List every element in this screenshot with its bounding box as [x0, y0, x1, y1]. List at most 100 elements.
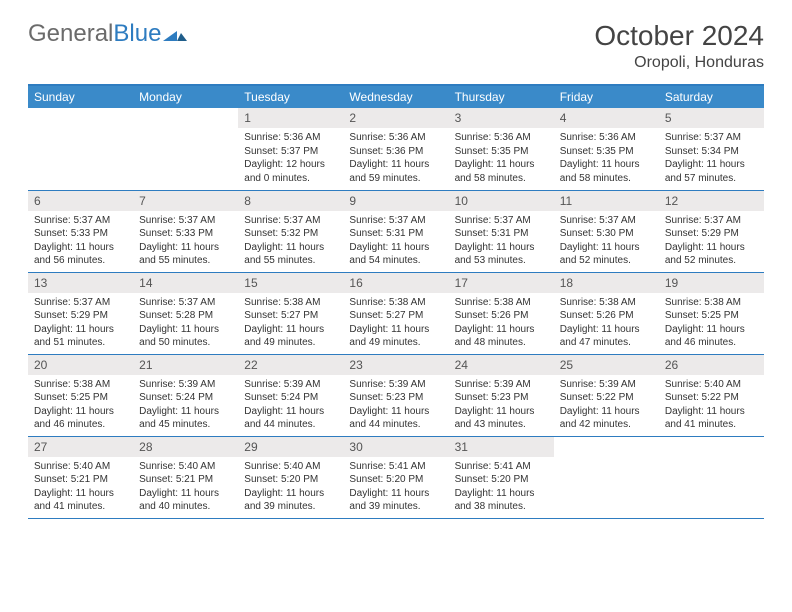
- calendar-cell: 15Sunrise: 5:38 AMSunset: 5:27 PMDayligh…: [238, 272, 343, 354]
- day-details: Sunrise: 5:37 AMSunset: 5:34 PMDaylight:…: [659, 128, 764, 189]
- calendar-cell: 6Sunrise: 5:37 AMSunset: 5:33 PMDaylight…: [28, 190, 133, 272]
- calendar-cell: 2Sunrise: 5:36 AMSunset: 5:36 PMDaylight…: [343, 108, 448, 190]
- day-number: 24: [449, 355, 554, 375]
- day-number: 19: [659, 273, 764, 293]
- day-details: Sunrise: 5:38 AMSunset: 5:26 PMDaylight:…: [554, 293, 659, 354]
- calendar-cell: 7Sunrise: 5:37 AMSunset: 5:33 PMDaylight…: [133, 190, 238, 272]
- calendar-cell: 20Sunrise: 5:38 AMSunset: 5:25 PMDayligh…: [28, 354, 133, 436]
- day-details: Sunrise: 5:36 AMSunset: 5:35 PMDaylight:…: [449, 128, 554, 189]
- calendar-week-row: 13Sunrise: 5:37 AMSunset: 5:29 PMDayligh…: [28, 272, 764, 354]
- calendar-cell: 1Sunrise: 5:36 AMSunset: 5:37 PMDaylight…: [238, 108, 343, 190]
- day-details: Sunrise: 5:37 AMSunset: 5:31 PMDaylight:…: [343, 211, 448, 272]
- day-number: 22: [238, 355, 343, 375]
- calendar-cell: [28, 108, 133, 190]
- calendar-cell: 19Sunrise: 5:38 AMSunset: 5:25 PMDayligh…: [659, 272, 764, 354]
- day-details: Sunrise: 5:36 AMSunset: 5:35 PMDaylight:…: [554, 128, 659, 189]
- day-number: 4: [554, 108, 659, 128]
- day-number: 16: [343, 273, 448, 293]
- calendar-cell: 29Sunrise: 5:40 AMSunset: 5:20 PMDayligh…: [238, 436, 343, 518]
- day-details: Sunrise: 5:39 AMSunset: 5:22 PMDaylight:…: [554, 375, 659, 436]
- day-details: Sunrise: 5:37 AMSunset: 5:28 PMDaylight:…: [133, 293, 238, 354]
- day-details: Sunrise: 5:37 AMSunset: 5:31 PMDaylight:…: [449, 211, 554, 272]
- calendar-cell: 25Sunrise: 5:39 AMSunset: 5:22 PMDayligh…: [554, 354, 659, 436]
- day-number: 6: [28, 191, 133, 211]
- calendar-cell: 9Sunrise: 5:37 AMSunset: 5:31 PMDaylight…: [343, 190, 448, 272]
- day-number: 3: [449, 108, 554, 128]
- day-details: Sunrise: 5:40 AMSunset: 5:22 PMDaylight:…: [659, 375, 764, 436]
- calendar-cell: 4Sunrise: 5:36 AMSunset: 5:35 PMDaylight…: [554, 108, 659, 190]
- day-number: 21: [133, 355, 238, 375]
- day-details: Sunrise: 5:38 AMSunset: 5:25 PMDaylight:…: [28, 375, 133, 436]
- day-details: Sunrise: 5:37 AMSunset: 5:29 PMDaylight:…: [659, 211, 764, 272]
- calendar-week-row: 1Sunrise: 5:36 AMSunset: 5:37 PMDaylight…: [28, 108, 764, 190]
- month-title: October 2024: [594, 20, 764, 52]
- calendar-cell: 3Sunrise: 5:36 AMSunset: 5:35 PMDaylight…: [449, 108, 554, 190]
- calendar-cell: 10Sunrise: 5:37 AMSunset: 5:31 PMDayligh…: [449, 190, 554, 272]
- weekday-header-row: SundayMondayTuesdayWednesdayThursdayFrid…: [28, 85, 764, 108]
- calendar-cell: 26Sunrise: 5:40 AMSunset: 5:22 PMDayligh…: [659, 354, 764, 436]
- day-number: 2: [343, 108, 448, 128]
- calendar-cell: 24Sunrise: 5:39 AMSunset: 5:23 PMDayligh…: [449, 354, 554, 436]
- logo-text-1: General: [28, 20, 113, 48]
- calendar-week-row: 27Sunrise: 5:40 AMSunset: 5:21 PMDayligh…: [28, 436, 764, 518]
- weekday-header: Wednesday: [343, 85, 448, 108]
- day-number: 5: [659, 108, 764, 128]
- calendar-cell: 13Sunrise: 5:37 AMSunset: 5:29 PMDayligh…: [28, 272, 133, 354]
- day-number: 25: [554, 355, 659, 375]
- day-details: Sunrise: 5:38 AMSunset: 5:27 PMDaylight:…: [238, 293, 343, 354]
- day-details: Sunrise: 5:39 AMSunset: 5:24 PMDaylight:…: [133, 375, 238, 436]
- day-details: Sunrise: 5:41 AMSunset: 5:20 PMDaylight:…: [449, 457, 554, 518]
- day-number: 29: [238, 437, 343, 457]
- weekday-header: Friday: [554, 85, 659, 108]
- logo-text-2: Blue: [113, 20, 161, 48]
- header: GeneralBlue October 2024 Oropoli, Hondur…: [28, 20, 764, 72]
- calendar-body: 1Sunrise: 5:36 AMSunset: 5:37 PMDaylight…: [28, 108, 764, 518]
- calendar-cell: 8Sunrise: 5:37 AMSunset: 5:32 PMDaylight…: [238, 190, 343, 272]
- location: Oropoli, Honduras: [594, 54, 764, 72]
- calendar-cell: 30Sunrise: 5:41 AMSunset: 5:20 PMDayligh…: [343, 436, 448, 518]
- day-number: 10: [449, 191, 554, 211]
- day-details: Sunrise: 5:40 AMSunset: 5:21 PMDaylight:…: [133, 457, 238, 518]
- day-number: 8: [238, 191, 343, 211]
- day-details: Sunrise: 5:38 AMSunset: 5:26 PMDaylight:…: [449, 293, 554, 354]
- day-details: Sunrise: 5:37 AMSunset: 5:29 PMDaylight:…: [28, 293, 133, 354]
- day-number: 13: [28, 273, 133, 293]
- day-details: Sunrise: 5:39 AMSunset: 5:23 PMDaylight:…: [343, 375, 448, 436]
- day-number: 23: [343, 355, 448, 375]
- calendar-cell: [659, 436, 764, 518]
- day-number: 14: [133, 273, 238, 293]
- calendar-cell: 28Sunrise: 5:40 AMSunset: 5:21 PMDayligh…: [133, 436, 238, 518]
- day-details: Sunrise: 5:36 AMSunset: 5:36 PMDaylight:…: [343, 128, 448, 189]
- weekday-header: Thursday: [449, 85, 554, 108]
- calendar-cell: 21Sunrise: 5:39 AMSunset: 5:24 PMDayligh…: [133, 354, 238, 436]
- day-number: 9: [343, 191, 448, 211]
- day-number: 28: [133, 437, 238, 457]
- calendar-cell: 27Sunrise: 5:40 AMSunset: 5:21 PMDayligh…: [28, 436, 133, 518]
- day-details: Sunrise: 5:40 AMSunset: 5:21 PMDaylight:…: [28, 457, 133, 518]
- calendar-cell: 23Sunrise: 5:39 AMSunset: 5:23 PMDayligh…: [343, 354, 448, 436]
- day-details: Sunrise: 5:37 AMSunset: 5:30 PMDaylight:…: [554, 211, 659, 272]
- day-number: 15: [238, 273, 343, 293]
- weekday-header: Sunday: [28, 85, 133, 108]
- day-details: Sunrise: 5:37 AMSunset: 5:33 PMDaylight:…: [133, 211, 238, 272]
- day-number: 18: [554, 273, 659, 293]
- calendar-cell: 17Sunrise: 5:38 AMSunset: 5:26 PMDayligh…: [449, 272, 554, 354]
- day-number: 7: [133, 191, 238, 211]
- day-details: Sunrise: 5:37 AMSunset: 5:33 PMDaylight:…: [28, 211, 133, 272]
- day-number: 30: [343, 437, 448, 457]
- day-details: Sunrise: 5:41 AMSunset: 5:20 PMDaylight:…: [343, 457, 448, 518]
- day-details: Sunrise: 5:36 AMSunset: 5:37 PMDaylight:…: [238, 128, 343, 189]
- calendar-cell: [554, 436, 659, 518]
- logo: GeneralBlue: [28, 20, 187, 48]
- day-number: 17: [449, 273, 554, 293]
- weekday-header: Monday: [133, 85, 238, 108]
- day-details: Sunrise: 5:39 AMSunset: 5:23 PMDaylight:…: [449, 375, 554, 436]
- calendar-cell: 11Sunrise: 5:37 AMSunset: 5:30 PMDayligh…: [554, 190, 659, 272]
- day-number: 20: [28, 355, 133, 375]
- calendar-week-row: 20Sunrise: 5:38 AMSunset: 5:25 PMDayligh…: [28, 354, 764, 436]
- calendar-cell: 14Sunrise: 5:37 AMSunset: 5:28 PMDayligh…: [133, 272, 238, 354]
- day-details: Sunrise: 5:38 AMSunset: 5:25 PMDaylight:…: [659, 293, 764, 354]
- day-details: Sunrise: 5:38 AMSunset: 5:27 PMDaylight:…: [343, 293, 448, 354]
- calendar-week-row: 6Sunrise: 5:37 AMSunset: 5:33 PMDaylight…: [28, 190, 764, 272]
- title-block: October 2024 Oropoli, Honduras: [594, 20, 764, 72]
